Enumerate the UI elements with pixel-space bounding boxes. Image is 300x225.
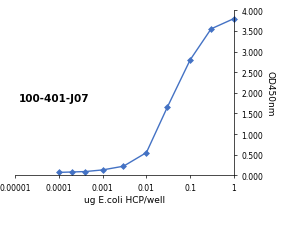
X-axis label: ug E.coli HCP/well: ug E.coli HCP/well	[84, 195, 165, 204]
Text: 100-401-J07: 100-401-J07	[19, 94, 89, 104]
Y-axis label: OD450nm: OD450nm	[266, 71, 274, 116]
